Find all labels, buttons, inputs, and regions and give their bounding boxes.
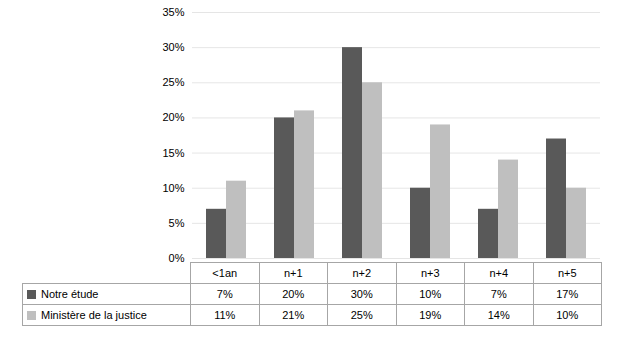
html-text:19%: 19% [419,309,442,321]
html-text:n+5: n+5 [557,267,577,279]
svg-text:20%: 20% [162,111,184,123]
svg-text:15%: 15% [162,147,184,159]
html-text:30%: 30% [350,288,373,300]
html-text:10%: 10% [556,309,579,321]
svg-text:0%: 0% [169,252,185,262]
svg-text:10%: 10% [162,182,184,194]
html-text:11%: 11% [214,309,236,321]
svg-text:35%: 35% [162,6,184,18]
svg-text:5%: 5% [169,217,185,229]
svg-text:25%: 25% [162,76,184,88]
html-text:21%: 21% [282,309,305,321]
html-text:14%: 14% [487,309,510,321]
html-text:25%: 25% [350,309,373,321]
html-text:n+3: n+3 [420,267,440,279]
html-text:Ministère de la justice: Ministère de la justice [41,309,147,321]
html-text:n+2: n+2 [352,267,372,279]
html-text:<1an: <1an [212,267,238,279]
html-text:7%: 7% [216,288,233,300]
html-text:7%: 7% [490,288,507,300]
html-text:n+1: n+1 [283,267,303,279]
html-text:n+4: n+4 [489,267,509,279]
html-text:10%: 10% [419,288,442,300]
html-text:20%: 20% [282,288,305,300]
html-text:Notre étude: Notre étude [41,288,99,300]
svg-text:30%: 30% [162,41,184,53]
html-text:17%: 17% [556,288,579,300]
